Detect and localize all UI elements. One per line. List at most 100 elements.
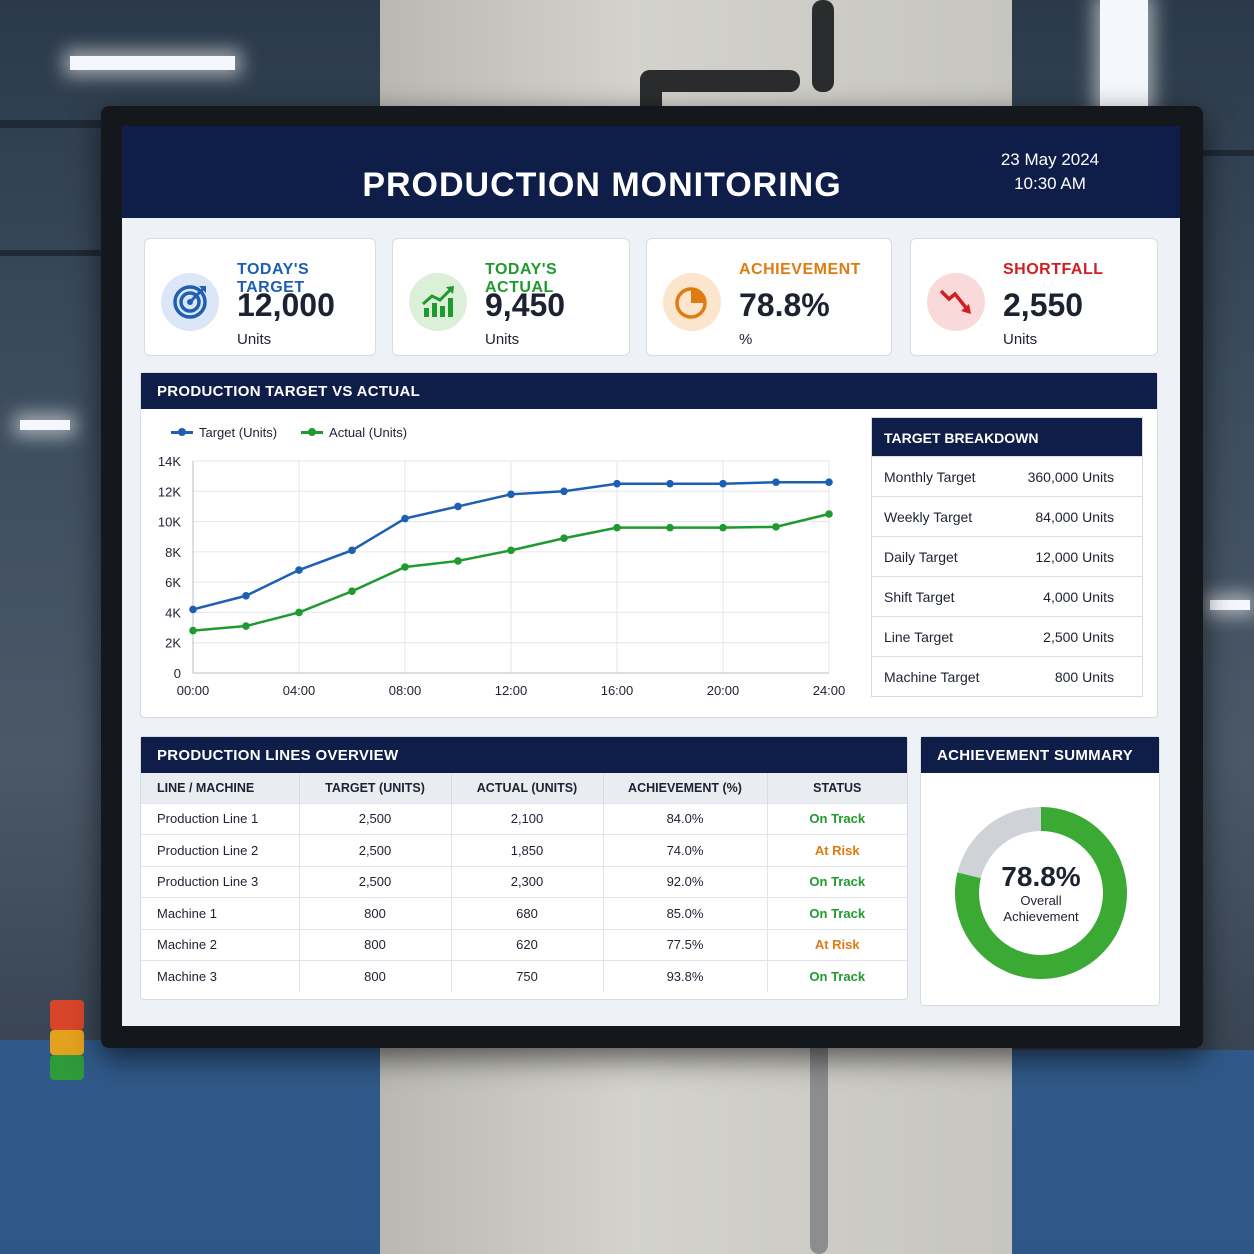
- table-cell: Machine 2: [141, 928, 300, 961]
- table-cell: 800: [299, 960, 452, 992]
- breakdown-label: Line Target: [884, 629, 954, 645]
- kpi-label: TODAY'S ACTUAL: [485, 261, 558, 296]
- data-point-target: [560, 487, 568, 496]
- kpi-value: 9,450: [485, 287, 566, 323]
- data-point-target: [825, 478, 833, 486]
- breakdown-row: Line Target 2,500 Units: [872, 616, 1142, 656]
- table-cell: 800: [299, 928, 452, 961]
- table-row: Machine 1 800 680 85.0% On Track: [141, 897, 907, 929]
- data-point-actual: [772, 523, 780, 531]
- data-point-actual: [719, 523, 727, 532]
- kpi-card-achievement: ACHIEVEMENT 78.8% %: [646, 238, 892, 356]
- line-chart: 0 2K 4K 6K 8K 10K 12K 14K 00:00 04:00 08:00 12:00 16…: [158, 454, 846, 698]
- kpi-unit: %: [739, 331, 753, 348]
- column-header: STATUS: [767, 773, 907, 803]
- lines-panel-title: PRODUCTION LINES OVERVIEW: [141, 737, 907, 773]
- trending-up-icon: [409, 273, 467, 331]
- chart-legend: Target (Units) Actual (Units): [171, 425, 407, 440]
- table-cell: 1,850: [451, 834, 604, 866]
- status-cell: On Track: [767, 960, 907, 992]
- kpi-value: 78.8%: [739, 287, 830, 323]
- breakdown-value: 800 Units: [1054, 669, 1114, 685]
- table-cell: 620: [451, 928, 604, 961]
- breakdown-row: Monthly Target 360,000 Units: [872, 456, 1142, 496]
- breakdown-row: Weekly Target 84,000 Units: [872, 496, 1142, 536]
- breakdown-label: Shift Target: [884, 589, 955, 605]
- column-header: LINE / MACHINE: [141, 773, 300, 803]
- kpi-value: 2,550: [1003, 287, 1084, 323]
- dashboard-screen: PRODUCTION MONITORING 23 May 2024 10:30 …: [122, 126, 1180, 1026]
- status-cell: At Risk: [767, 834, 907, 866]
- header-bar: PRODUCTION MONITORING 23 May 2024 10:30 …: [122, 126, 1180, 218]
- table-header-row: LINE / MACHINE TARGET (UNITS) ACTUAL (UN…: [141, 773, 907, 803]
- y-tick-label: 2K: [165, 636, 181, 651]
- y-tick-label: 6K: [165, 575, 181, 590]
- achievement-donut: 78.8% Overall Achievement: [951, 803, 1131, 983]
- breakdown-value: 4,000 Units: [1043, 589, 1114, 605]
- monitor: PRODUCTION MONITORING 23 May 2024 10:30 …: [101, 106, 1203, 1048]
- production-chart-panel: PRODUCTION TARGET VS ACTUAL Target (Unit…: [140, 372, 1158, 718]
- table-cell: Machine 1: [141, 897, 300, 929]
- data-point-target: [295, 566, 303, 574]
- data-point-actual: [242, 622, 250, 630]
- x-tick-label: 04:00: [283, 683, 316, 698]
- kpi-unit: Units: [237, 331, 272, 348]
- status-cell: On Track: [767, 897, 907, 929]
- table-cell: 2,500: [299, 834, 452, 866]
- page-title: PRODUCTION MONITORING: [362, 166, 842, 204]
- table-row: Machine 3 800 750 93.8% On Track: [141, 960, 907, 992]
- donut-center: 78.8% Overall Achievement: [951, 861, 1131, 925]
- legend-label: Actual (Units): [329, 425, 408, 440]
- breakdown-row: Machine Target 800 Units: [872, 656, 1142, 696]
- data-point-actual: [613, 523, 621, 532]
- pie-chart-icon: [663, 273, 721, 331]
- kpi-unit: Units: [485, 331, 520, 348]
- achievement-summary-panel: ACHIEVEMENT SUMMARY 78.8% Overall Achiev…: [920, 736, 1160, 1006]
- breakdown-label: Daily Target: [884, 549, 958, 565]
- kpi-label: ACHIEVEMENT: [739, 261, 861, 278]
- data-point-target: [666, 479, 674, 488]
- date-text: 23 May 2024: [1000, 150, 1100, 169]
- table-cell: 77.5%: [603, 928, 768, 961]
- table-cell: 84.0%: [603, 802, 768, 835]
- breakdown-label: Monthly Target: [884, 469, 976, 485]
- x-tick-label: 24:00: [813, 683, 846, 698]
- data-point-actual: [454, 557, 462, 565]
- breakdown-value: 12,000 Units: [1035, 549, 1114, 565]
- legend-label: Target (Units): [199, 425, 278, 440]
- breakdown-row: Daily Target 12,000 Units: [872, 536, 1142, 576]
- table-row: Production Line 1 2,500 2,100 84.0% On Track: [141, 802, 907, 835]
- donut-fill: [955, 807, 1127, 979]
- x-tick-label: 00:00: [177, 683, 210, 698]
- data-point-actual: [401, 563, 409, 571]
- production-lines-table: LINE / MACHINE TARGET (UNITS) ACTUAL (UN…: [141, 773, 907, 992]
- table-cell: 2,300: [451, 865, 604, 898]
- overall-achievement-label: Overall: [1020, 893, 1062, 908]
- kpi-label: TODAY'S TARGET: [237, 261, 310, 296]
- status-cell: At Risk: [767, 928, 907, 961]
- legend-item-actual: Actual (Units): [301, 425, 407, 440]
- overall-achievement-value: 78.8%: [1001, 861, 1081, 892]
- table-cell: 750: [451, 960, 604, 992]
- kpi-card-actual: TODAY'S ACTUAL 9,450 Units: [392, 238, 630, 356]
- table-cell: 93.8%: [603, 960, 768, 992]
- production-lines-panel: PRODUCTION LINES OVERVIEW LINE / MACHINE…: [140, 736, 908, 1000]
- data-point-target: [401, 514, 409, 523]
- column-header: TARGET (UNITS): [299, 773, 452, 803]
- legend-item-target: Target (Units): [171, 425, 277, 440]
- data-point-actual: [825, 510, 833, 518]
- data-point-actual: [560, 534, 568, 543]
- legend-swatch-target: [171, 428, 193, 436]
- summary-panel-title: ACHIEVEMENT SUMMARY: [921, 737, 1159, 773]
- data-point-actual: [507, 546, 515, 555]
- data-point-target: [454, 502, 462, 511]
- kpi-unit: Units: [1003, 331, 1038, 348]
- kpi-card-shortfall: SHORTFALL 2,550 Units: [910, 238, 1158, 356]
- y-tick-label: 14K: [158, 454, 181, 469]
- x-tick-label: 08:00: [389, 683, 422, 698]
- data-point-actual: [348, 587, 356, 596]
- table-cell: 2,500: [299, 865, 452, 898]
- table-cell: Production Line 3: [141, 865, 300, 898]
- table-cell: 680: [451, 897, 604, 929]
- table-row: Machine 2 800 620 77.5% At Risk: [141, 928, 907, 961]
